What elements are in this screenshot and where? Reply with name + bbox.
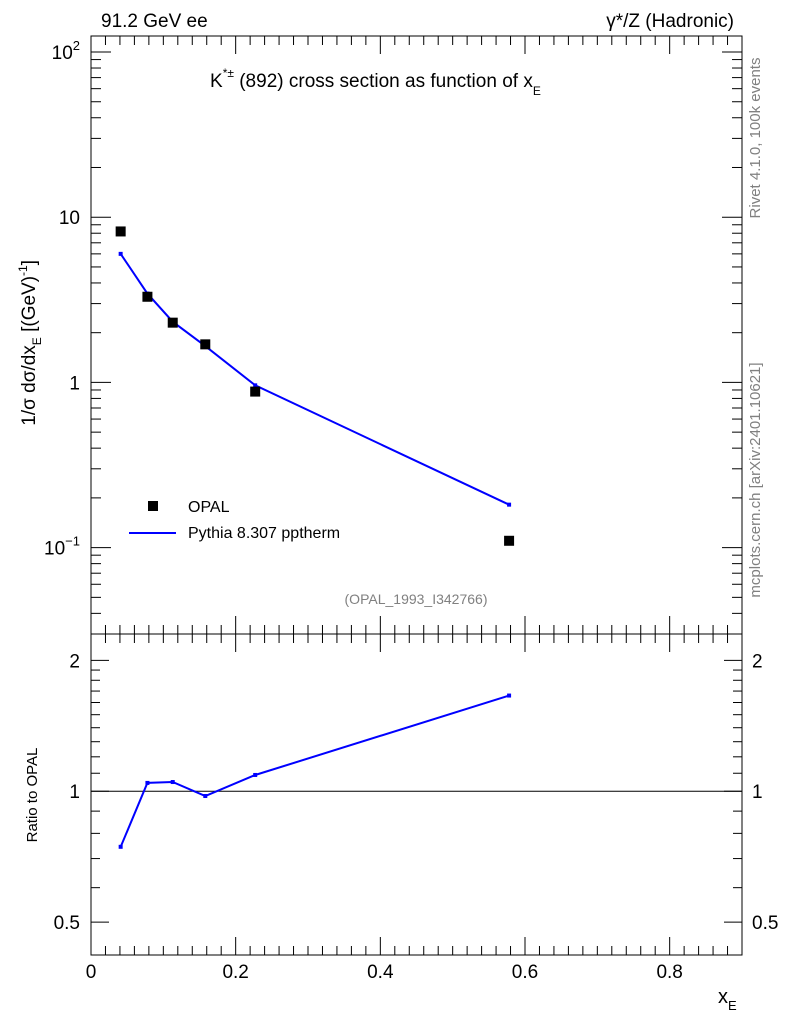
main-y-tick-label-exp: −1 [65,534,80,549]
mcplots-source-label: mcplots.cern.ch [arXiv:2401.10621] [747,362,764,597]
x-tick-label: 0.8 [656,962,682,983]
ratio-y-axis-ticks [91,659,742,923]
ratio-point [507,693,512,698]
x-axis-label: xE [718,986,737,1013]
opal-data-point [167,317,178,328]
chart-title-suffix: (892) cross section as function of x [234,71,533,92]
main-x-axis-ticks [90,36,743,634]
main-y-tick-label: 1 [69,373,80,394]
ratio-point [170,780,175,785]
ratio-x-axis-ticks [90,634,743,955]
pythia-point [507,502,512,507]
ratio-point [118,844,123,849]
opal-data-point [115,226,126,237]
main-y-tick-label-base: 10 [52,43,73,64]
x-label-sub: E [728,998,737,1013]
opal-data-point [142,291,153,302]
ratio-y-axis-label: Ratio to OPAL [24,748,41,843]
ratio-line [119,694,510,848]
ratio-plot-frame [90,633,743,956]
ratio-y-tick-labels: 2 2 1 1 0.5 0.5 [54,651,779,934]
legend-opal-marker [148,501,158,511]
ratio-y-tick-label-left: 0.5 [54,913,80,934]
x-tick-label: 0.6 [512,962,538,983]
chart-title: K*± (892) cross section as function of x… [210,66,541,98]
chart-title-prefix: K [210,71,223,92]
pythia-line [119,253,510,506]
x-tick-labels: 0 0.2 0.4 0.6 0.8 [86,962,683,983]
y-label-sup: -1 [16,265,30,276]
x-label-main: x [718,986,728,1008]
y-label-tail: [(GeV) [19,276,40,337]
pythia-point [118,251,123,256]
ratio-y-tick-label-right: 0.5 [752,913,778,934]
opal-data-point [504,535,515,546]
header-process-label: γ*/Z (Hadronic) [606,11,734,32]
x-tick-label: 0.4 [367,962,394,983]
header-energy-label: 91.2 GeV ee [101,11,208,32]
main-y-tick-label-exp: 2 [73,38,80,53]
main-y-tick-label: 10 [59,208,80,229]
ratio-series-layer [91,693,742,849]
ratio-y-tick-label-right: 2 [752,651,763,672]
legend-opal-label: OPAL [188,499,230,516]
ratio-y-tick-label-left: 1 [69,782,80,803]
ratio-point [253,772,258,777]
legend: OPAL Pythia 8.307 pptherm [129,499,340,542]
opal-data-point [200,339,211,350]
pythia-point [253,383,258,388]
main-y-tick-label: 102 [52,38,80,64]
ratio-y-tick-label-left: 2 [69,651,80,672]
main-y-tick-label-base: 10 [59,208,80,229]
main-y-axis-label: 1/σ dσ/dxE [(GeV)-1] [16,260,44,426]
main-series-layer [115,226,515,546]
opal-data-point [250,386,261,397]
main-y-tick-label-base: 1 [69,373,80,394]
y-label-sub: E [30,337,44,345]
main-plot-frame [90,35,743,635]
main-y-tick-label: 10−1 [44,534,80,560]
x-tick-label: 0.2 [222,962,248,983]
chart-title-subscript: E [533,84,541,98]
ratio-point [203,794,208,799]
y-label-main: 1/σ dσ/dx [19,345,40,426]
legend-pythia-label: Pythia 8.307 pptherm [188,525,340,542]
x-tick-label: 0 [86,962,97,983]
main-y-axis-ticks [91,51,742,635]
rivet-version-label: Rivet 4.1.0, 100k events [747,58,764,219]
ratio-point [145,780,150,785]
chart-title-superscript: *± [223,66,235,80]
main-y-tick-label-base: 10 [44,539,65,560]
ratio-y-tick-label-right: 1 [752,782,763,803]
y-label-end: ] [19,260,40,265]
analysis-id-label: (OPAL_1993_I342766) [345,591,488,607]
